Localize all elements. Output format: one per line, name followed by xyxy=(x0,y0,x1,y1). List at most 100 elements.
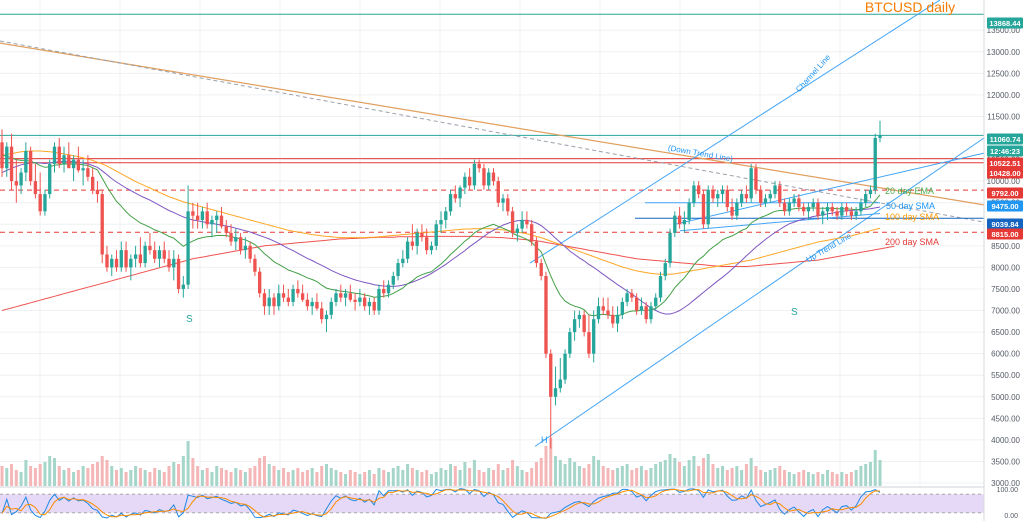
price-label-box xyxy=(987,228,1023,240)
candle-body xyxy=(234,237,238,242)
volume-bar xyxy=(277,470,281,486)
candle-body xyxy=(682,219,687,225)
volume-bars xyxy=(0,438,882,486)
price-label-box xyxy=(987,133,1023,145)
volume-bar xyxy=(29,466,33,486)
volume-bar xyxy=(830,472,834,486)
candle-body xyxy=(515,228,520,233)
volume-bar xyxy=(124,472,128,486)
candle-body xyxy=(744,194,749,199)
candle-body xyxy=(52,146,57,164)
volume-bar xyxy=(434,472,438,486)
candle-body xyxy=(405,241,410,259)
volume-bar xyxy=(415,470,419,486)
candle-body xyxy=(830,207,834,212)
candle-body xyxy=(477,163,481,169)
sma50-line xyxy=(1,160,881,315)
volume-bar xyxy=(649,468,653,486)
candle-body xyxy=(572,319,577,333)
y-tick-label: 13500.00 xyxy=(987,26,1021,35)
candle-body xyxy=(71,159,76,169)
volume-bar xyxy=(582,468,586,486)
volume-bar xyxy=(620,466,624,486)
candle-body xyxy=(310,301,314,307)
volume-bar xyxy=(220,468,223,486)
volume-bar xyxy=(172,462,176,486)
candle-body xyxy=(668,232,672,264)
volume-bar xyxy=(119,468,123,486)
candle-body xyxy=(577,314,582,320)
candle-body xyxy=(692,185,696,203)
volume-bar xyxy=(592,456,596,486)
trend-line xyxy=(534,137,985,447)
price-label-text: 13868.44 xyxy=(989,19,1021,28)
candle-body xyxy=(200,211,205,220)
candle-body xyxy=(697,185,701,195)
volume-bar xyxy=(382,470,386,486)
candle-body xyxy=(596,306,601,320)
candle-body xyxy=(14,181,18,186)
candle-body xyxy=(248,245,252,259)
candle-body xyxy=(801,207,806,212)
volume-bar xyxy=(0,466,4,486)
candle-body xyxy=(348,293,353,300)
candle-body xyxy=(658,276,663,298)
price-axis[interactable]: 3000.00 3500.00 4000.00 4500.00 5000.00 5500.… xyxy=(983,0,1024,521)
candle-body xyxy=(19,172,23,186)
candle-body xyxy=(487,172,491,186)
y-tick-label: 3500.00 xyxy=(991,457,1020,466)
annotation-label: H xyxy=(541,435,548,445)
candle-body xyxy=(816,202,820,216)
volume-bar xyxy=(234,468,238,486)
candle-body xyxy=(639,306,644,311)
candle-body xyxy=(148,245,152,251)
trend-line xyxy=(674,152,985,225)
volume-bar xyxy=(439,468,443,486)
price-label-text: 10522.51 xyxy=(989,159,1020,168)
annotation-label: S xyxy=(186,314,193,325)
volume-bar xyxy=(496,464,500,486)
trend-line xyxy=(679,212,881,232)
price-labels: 13868.44 11060.74 12:46:23 10522.5110428.00… xyxy=(987,17,1023,240)
candle-body xyxy=(534,241,539,264)
y-tick-label: 5000.00 xyxy=(991,393,1020,402)
volume-bar xyxy=(673,458,677,486)
volume-bar xyxy=(558,460,562,486)
volume-bar xyxy=(596,460,600,486)
volume-bar xyxy=(196,466,200,486)
candle-body xyxy=(706,189,710,225)
price-axis-bg xyxy=(984,0,1024,521)
volume-bar xyxy=(482,472,486,486)
candle-body xyxy=(62,155,66,164)
volume-bar xyxy=(873,450,877,486)
volume-bar xyxy=(5,468,9,486)
volume-bar xyxy=(744,464,748,486)
candle-body xyxy=(525,219,529,225)
volume-bar xyxy=(668,454,672,486)
volume-bar xyxy=(396,466,400,486)
volume-bar xyxy=(806,472,810,486)
candle-body xyxy=(324,314,329,320)
volume-bar xyxy=(458,470,462,486)
candle-body xyxy=(773,185,777,195)
candle-body xyxy=(286,297,290,302)
candle-body xyxy=(463,176,467,188)
volume-bar xyxy=(530,468,534,486)
volume-bar xyxy=(525,472,529,486)
volume-bar xyxy=(663,460,667,486)
candle-body xyxy=(510,211,515,233)
volume-bar xyxy=(291,470,295,486)
annotation-label: 50 day SMA xyxy=(886,201,935,211)
candle-body xyxy=(739,194,744,203)
candle-body xyxy=(673,215,677,233)
candle-body xyxy=(663,263,667,277)
candle-body xyxy=(749,168,753,199)
volume-bar xyxy=(759,470,763,486)
candle-body xyxy=(625,293,629,302)
candle-body xyxy=(76,159,81,171)
candles xyxy=(0,120,882,449)
volume-bar xyxy=(701,458,705,486)
